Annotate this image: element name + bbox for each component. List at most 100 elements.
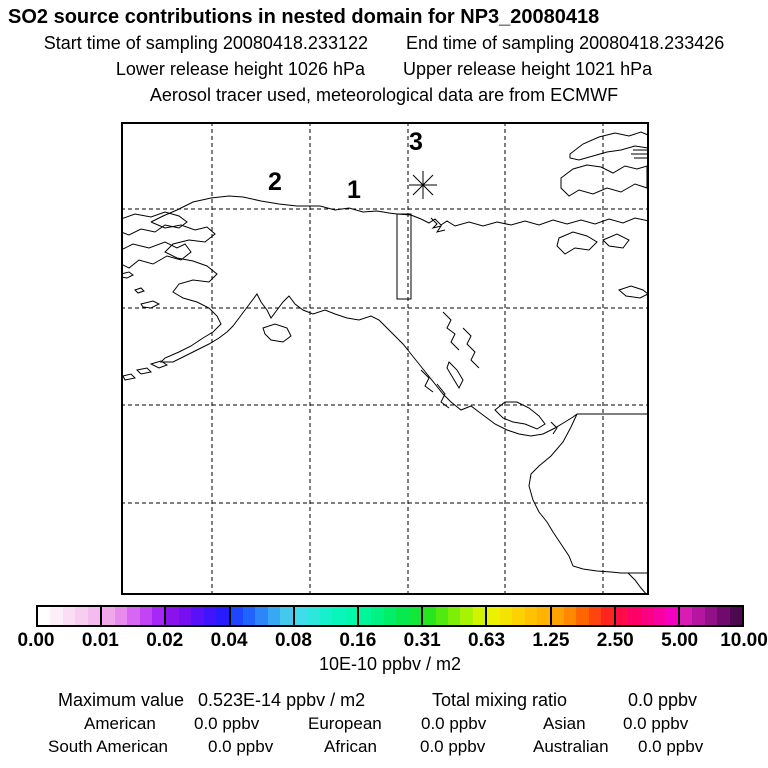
graticule <box>121 122 649 595</box>
colorbar-step <box>166 607 179 625</box>
colorbar-step <box>87 607 101 625</box>
colorbar-step <box>139 607 152 625</box>
colorbar-step <box>615 607 629 625</box>
colorbar-segment-3 <box>230 607 295 625</box>
colorbar-tick-1.25: 1.25 <box>532 630 570 651</box>
region-american-label: American <box>84 714 156 733</box>
colorbar-step <box>127 607 140 625</box>
colorbar-step <box>512 607 525 625</box>
colorbar-step <box>408 607 422 625</box>
colorbar-segment-1 <box>102 607 167 625</box>
colorbar-step <box>294 607 308 625</box>
release-label-2: 2 <box>268 168 282 196</box>
colorbar-segment-2 <box>166 607 231 625</box>
colorbar-step <box>679 607 693 625</box>
colorbar-step <box>692 607 705 625</box>
colorbar-step <box>653 607 666 625</box>
colorbar-step <box>178 607 192 625</box>
colorbar-step <box>640 607 653 625</box>
colorbar-step <box>576 607 589 625</box>
release-label-3: 3 <box>409 128 423 156</box>
map-frame <box>121 122 649 595</box>
colorbar-step <box>628 607 641 625</box>
colorbar-segment-6 <box>423 607 488 625</box>
region-european-label: European <box>308 714 382 733</box>
colorbar-step <box>255 607 268 625</box>
colorbar-step <box>358 607 372 625</box>
colorbar-tick-0.02: 0.02 <box>146 630 184 651</box>
tracer-info-text: Aerosol tracer used, meteorological data… <box>149 85 619 105</box>
colorbar-segment-4 <box>294 607 359 625</box>
colorbar-step <box>487 607 500 625</box>
colorbar-tick-0.04: 0.04 <box>210 630 248 651</box>
colorbar-step <box>102 607 115 625</box>
colorbar-step <box>563 607 577 625</box>
colorbar-units-label: 10E-10 ppbv / m2 <box>318 654 462 674</box>
colorbar-step <box>151 607 165 625</box>
colorbar-step <box>267 607 281 625</box>
colorbar-tick-0.63: 0.63 <box>468 630 506 651</box>
colorbar <box>36 605 744 627</box>
region-australian-label: Australian <box>533 737 609 756</box>
colorbar-step <box>665 607 678 625</box>
colorbar-tick-2.50: 2.50 <box>596 630 634 651</box>
asterisk-marker-icon <box>409 171 437 199</box>
sampling-times-line: Start time of sampling 20080418.233122 E… <box>0 33 768 54</box>
border-lines <box>577 413 649 574</box>
region-african-label: African <box>324 737 377 756</box>
total-mixing-ratio-label: Total mixing ratio <box>432 690 568 710</box>
region-asian-label: Asian <box>543 714 586 733</box>
tracer-info-line: Aerosol tracer used, meteorological data… <box>0 85 768 106</box>
colorbar-step <box>38 607 51 625</box>
maximum-value-label: Maximum value <box>58 690 185 710</box>
colorbar-step <box>472 607 486 625</box>
colorbar-step <box>62 607 76 625</box>
colorbar-tick-labels: 0.00 0.01 0.02 0.04 0.08 0.16 0.31 0.63 1.25 2.50… <box>18 630 768 651</box>
colorbar-step <box>243 607 256 625</box>
colorbar-step <box>396 607 409 625</box>
colorbar-tick-0.16: 0.16 <box>339 630 377 651</box>
colorbar-step <box>588 607 602 625</box>
total-mixing-ratio-value: 0.0 ppbv <box>628 690 698 710</box>
colorbar-step <box>280 607 293 625</box>
colorbar-step <box>704 607 718 625</box>
colorbar-segment-8 <box>551 607 616 625</box>
release-label-1: 1 <box>347 176 361 204</box>
colorbar-step <box>371 607 384 625</box>
colorbar-step <box>435 607 448 625</box>
colorbar-step <box>383 607 397 625</box>
start-time-text: Start time of sampling 20080418.233122 <box>43 33 368 53</box>
colorbar-step <box>216 607 229 625</box>
colorbar-step <box>551 607 564 625</box>
colorbar-step <box>230 607 243 625</box>
colorbar-step <box>524 607 538 625</box>
colorbar-step <box>717 607 730 625</box>
colorbar-tick-0.31: 0.31 <box>403 630 441 651</box>
colorbar-step <box>203 607 217 625</box>
region-south-american-label: South American <box>48 737 169 756</box>
colorbar-segment-7 <box>487 607 552 625</box>
colorbar-tick-0.00: 0.00 <box>17 630 55 651</box>
region-european-value: 0.0 ppbv <box>421 714 487 733</box>
colorbar-step <box>423 607 436 625</box>
colorbar-segment-5 <box>358 607 424 625</box>
colorbar-step <box>319 607 333 625</box>
lower-release-text: Lower release height 1026 hPa <box>115 59 365 79</box>
colorbar-step <box>191 607 204 625</box>
region-australian-value: 0.0 ppbv <box>638 737 704 756</box>
colorbar-step <box>499 607 513 625</box>
colorbar-step <box>344 607 357 625</box>
colorbar-tick-0.01: 0.01 <box>81 630 119 651</box>
map-panel: 1 2 3 <box>121 122 649 595</box>
coastlines <box>121 131 649 595</box>
region-american-value: 0.0 ppbv <box>194 714 260 733</box>
release-heights-line: Lower release height 1026 hPa Upper rele… <box>0 59 768 80</box>
colorbar-step <box>601 607 614 625</box>
region-african-value: 0.0 ppbv <box>420 737 486 756</box>
colorbar-tick-10.00: 10.00 <box>720 630 768 651</box>
colorbar-segment-9 <box>615 607 680 625</box>
maximum-value: 0.523E-14 ppbv / m2 <box>198 690 366 710</box>
colorbar-segment-0 <box>38 607 103 625</box>
colorbar-step <box>307 607 320 625</box>
